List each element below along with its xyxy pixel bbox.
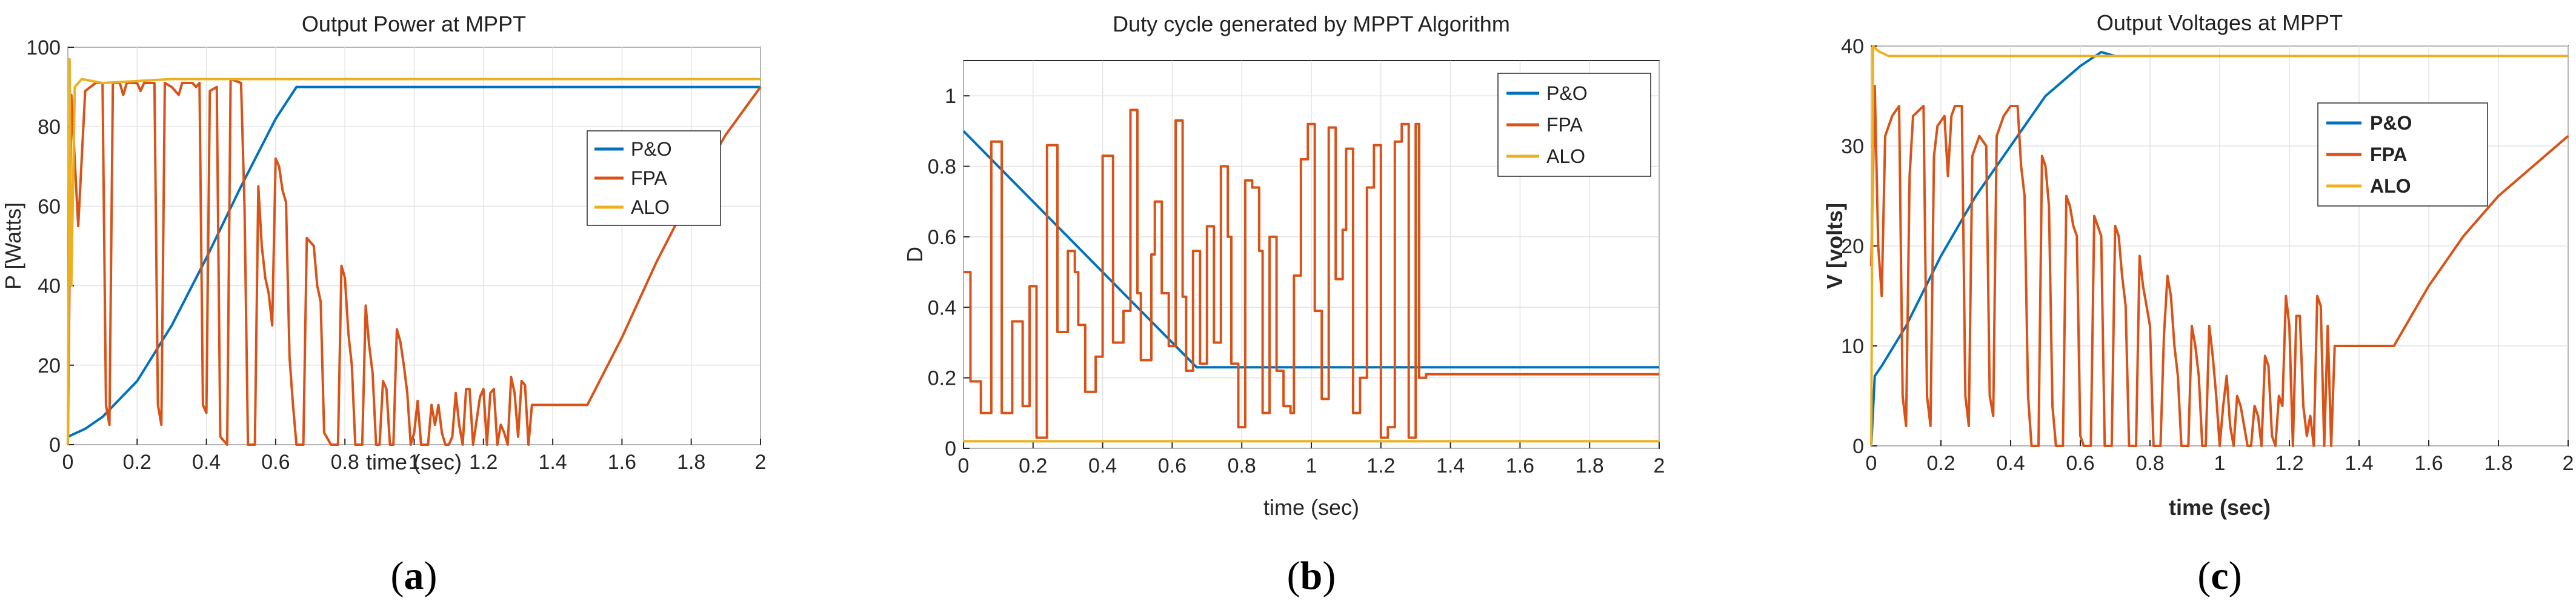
y-tick-label: 40	[38, 275, 61, 298]
series-line-alo	[1870, 45, 2568, 446]
legend-label-po: P&O	[1546, 82, 1588, 104]
series-line-po	[67, 85, 760, 438]
y-tick-label: 0	[1852, 435, 1864, 458]
x-tick-label: 0	[958, 454, 970, 477]
subfigure-letter: b	[1300, 554, 1323, 598]
series-line-alo	[67, 58, 760, 445]
x-tick-label: 1.4	[1436, 454, 1465, 477]
x-tick-label: 0.6	[2066, 452, 2094, 475]
subfigure-letter: c	[2211, 554, 2228, 598]
y-tick-label: 30	[1841, 135, 1864, 158]
x-tick-label: 0.2	[1019, 454, 1047, 477]
x-tick-label: 0.4	[1088, 454, 1117, 477]
x-axis-label: time (sec)	[2169, 495, 2271, 520]
y-tick-label: 10	[1841, 335, 1864, 358]
x-axis-label: time (sec)	[1263, 495, 1359, 520]
x-tick-label: 1	[1306, 454, 1317, 477]
x-tick-label: 1.2	[2275, 452, 2303, 475]
x-tick-label: 0	[1866, 452, 1877, 475]
y-tick-label: 60	[38, 195, 61, 218]
x-tick-label: 1.6	[608, 451, 636, 474]
x-tick-label: 1.4	[538, 451, 567, 474]
x-tick-label: 0.4	[1996, 452, 2025, 475]
legend: P&O FPA ALO	[2317, 102, 2488, 207]
x-axis-label: time (sec)	[366, 450, 462, 474]
y-tick-label: 20	[38, 354, 61, 377]
y-axis-label: V [volts]	[1822, 203, 1847, 289]
legend-label-fpa: FPA	[1546, 114, 1583, 136]
y-tick-label: 80	[38, 116, 61, 139]
y-tick-label: 0.2	[928, 367, 956, 390]
x-tick-label: 1.4	[2345, 452, 2373, 475]
x-ticks: 0 0.2 0.4 0.6 0.8 1 1.2 1.4 1.6 1.8 2	[1866, 440, 2574, 475]
legend-label-po: P&O	[631, 138, 672, 160]
subfigure-letter: a	[404, 554, 424, 598]
legend-label-fpa: FPA	[631, 167, 668, 189]
x-tick-label: 1.2	[1366, 454, 1395, 477]
y-tick-label: 0	[49, 434, 61, 457]
y-ticks: 0 10 20 30 40	[1841, 35, 1877, 458]
x-tick-label: 1.8	[677, 451, 705, 474]
legend-label-alo: ALO	[2370, 175, 2411, 197]
series-line-fpa	[67, 78, 762, 446]
series-group	[962, 108, 1659, 443]
legend-label-fpa: FPA	[2370, 144, 2408, 165]
x-tick-label: 1	[408, 451, 420, 474]
y-tick-label: 20	[1841, 235, 1864, 258]
x-tick-label: 0.6	[261, 451, 290, 474]
x-tick-label: 0.6	[1158, 454, 1186, 477]
chart-title: Output Power at MPPT	[302, 12, 526, 36]
y-ticks: 0 0.2 0.4 0.6 0.8 1	[928, 85, 970, 460]
legend-label-alo: ALO	[631, 196, 670, 218]
series-group	[1870, 45, 2569, 447]
y-tick-label: 0	[945, 437, 956, 460]
chart-title: Duty cycle generated by MPPT Algorithm	[1113, 12, 1510, 36]
legend: P&O FPA ALO	[1497, 73, 1651, 177]
x-tick-label: 1.2	[469, 451, 498, 474]
y-tick-label: 100	[26, 36, 61, 59]
y-tick-label: 0.6	[928, 226, 956, 249]
x-tick-label: 0	[62, 451, 74, 474]
panel-c: 0 10 20 30 40 0 0.2 0.4 0.6 0.8 1 1.2 1.4 1.6 1.8 2 Ou…	[1822, 10, 2574, 598]
x-tick-label: 2	[755, 451, 767, 474]
subfigure-label: (c)	[2197, 554, 2242, 598]
x-tick-label: 1.8	[2484, 452, 2512, 475]
legend: P&O FPA ALO	[587, 130, 721, 226]
y-tick-label: 40	[1841, 35, 1864, 58]
x-tick-label: 0.8	[331, 451, 359, 474]
legend-label-po: P&O	[2370, 112, 2412, 134]
y-axis-label: P [Watts]	[1, 202, 25, 290]
x-tick-label: 0.2	[1926, 452, 1955, 475]
panel-a: 0 20 40 60 80 100 0 0.2 0.4 0.6 0.8 1 1.2 1.4 1.6 1.8 2…	[1, 12, 766, 598]
subfigure-label: (b)	[1287, 554, 1336, 598]
chart-title: Output Voltages at MPPT	[2097, 10, 2343, 35]
y-tick-label: 0.4	[928, 296, 956, 319]
y-ticks: 0 20 40 60 80 100	[26, 36, 74, 457]
x-tick-label: 1.8	[1576, 454, 1604, 477]
x-tick-label: 0.8	[2135, 452, 2164, 475]
x-tick-label: 2	[2563, 452, 2574, 475]
series-line-po	[962, 130, 1659, 369]
legend-label-alo: ALO	[1546, 145, 1585, 167]
x-tick-label: 0.8	[1228, 454, 1256, 477]
x-tick-label: 0.4	[192, 451, 221, 474]
x-tick-label: 1.6	[1506, 454, 1534, 477]
series-line-fpa	[1870, 85, 2569, 447]
x-tick-label: 2	[1654, 454, 1665, 477]
panel-b: 0 0.2 0.4 0.6 0.8 1 0 0.2 0.4 0.6 0.8 1 1.2 1.4 1.6 1.…	[902, 12, 1665, 598]
x-ticks: 0 0.2 0.4 0.6 0.8 1 1.2 1.4 1.6 1.8 2	[958, 442, 1665, 477]
x-tick-label: 1.6	[2414, 452, 2443, 475]
x-tick-label: 0.2	[123, 451, 151, 474]
x-ticks: 0 0.2 0.4 0.6 0.8 1 1.2 1.4 1.6 1.8 2	[62, 439, 767, 474]
y-tick-label: 1	[945, 85, 956, 108]
series-line-po	[1870, 50, 2568, 446]
y-axis-label: D	[902, 247, 927, 262]
x-tick-label: 1	[2214, 452, 2226, 475]
y-tick-label: 0.8	[928, 156, 956, 179]
series-line-fpa	[964, 108, 1659, 439]
series-group	[67, 58, 762, 446]
subfigure-label: (a)	[391, 554, 438, 598]
